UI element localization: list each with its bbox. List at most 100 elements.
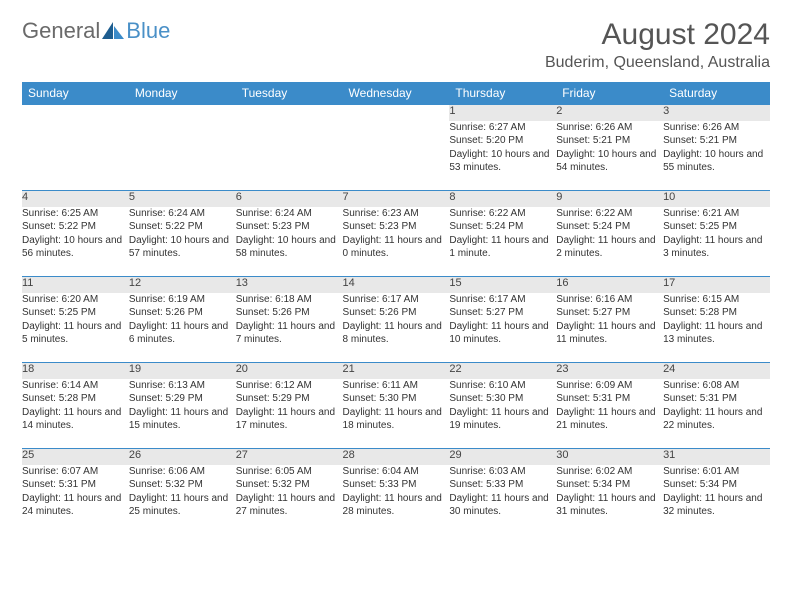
day-number-cell: 30 [556, 449, 663, 465]
day-number-row: 18192021222324 [22, 363, 770, 379]
day-number-cell [236, 105, 343, 121]
daylight-text: Daylight: 10 hours and 53 minutes. [449, 148, 556, 175]
sunrise-text: Sunrise: 6:22 AM [556, 207, 663, 221]
day-number-cell: 13 [236, 277, 343, 293]
daylight-text: Daylight: 11 hours and 19 minutes. [449, 406, 556, 433]
daylight-text: Daylight: 11 hours and 8 minutes. [343, 320, 450, 347]
weekday-header: Sunday [22, 82, 129, 105]
weekday-header: Friday [556, 82, 663, 105]
calendar-table: Sunday Monday Tuesday Wednesday Thursday… [22, 82, 770, 535]
daylight-text: Daylight: 11 hours and 5 minutes. [22, 320, 129, 347]
sunrise-text: Sunrise: 6:03 AM [449, 465, 556, 479]
sunrise-text: Sunrise: 6:21 AM [663, 207, 770, 221]
day-number-cell: 29 [449, 449, 556, 465]
sunrise-text: Sunrise: 6:26 AM [556, 121, 663, 135]
daylight-text: Daylight: 11 hours and 18 minutes. [343, 406, 450, 433]
sunset-text: Sunset: 5:34 PM [556, 478, 663, 492]
daylight-text: Daylight: 11 hours and 22 minutes. [663, 406, 770, 433]
daylight-text: Daylight: 11 hours and 28 minutes. [343, 492, 450, 519]
logo-sail-icon [102, 22, 124, 40]
day-number-cell: 17 [663, 277, 770, 293]
day-content-cell: Sunrise: 6:27 AMSunset: 5:20 PMDaylight:… [449, 121, 556, 191]
day-content-cell: Sunrise: 6:22 AMSunset: 5:24 PMDaylight:… [449, 207, 556, 277]
sunrise-text: Sunrise: 6:23 AM [343, 207, 450, 221]
day-number-cell [129, 105, 236, 121]
day-content-cell: Sunrise: 6:26 AMSunset: 5:21 PMDaylight:… [663, 121, 770, 191]
sunrise-text: Sunrise: 6:15 AM [663, 293, 770, 307]
sunset-text: Sunset: 5:34 PM [663, 478, 770, 492]
day-content-cell: Sunrise: 6:10 AMSunset: 5:30 PMDaylight:… [449, 379, 556, 449]
sunrise-text: Sunrise: 6:26 AM [663, 121, 770, 135]
daylight-text: Daylight: 11 hours and 14 minutes. [22, 406, 129, 433]
daylight-text: Daylight: 10 hours and 56 minutes. [22, 234, 129, 261]
sunset-text: Sunset: 5:28 PM [22, 392, 129, 406]
day-content-cell: Sunrise: 6:21 AMSunset: 5:25 PMDaylight:… [663, 207, 770, 277]
header: General Blue August 2024 Buderim, Queens… [22, 18, 770, 72]
day-number-cell: 7 [343, 191, 450, 207]
day-number-cell: 6 [236, 191, 343, 207]
daylight-text: Daylight: 10 hours and 57 minutes. [129, 234, 236, 261]
sunrise-text: Sunrise: 6:27 AM [449, 121, 556, 135]
sunrise-text: Sunrise: 6:19 AM [129, 293, 236, 307]
sunset-text: Sunset: 5:25 PM [22, 306, 129, 320]
sunset-text: Sunset: 5:21 PM [556, 134, 663, 148]
day-content-row: Sunrise: 6:20 AMSunset: 5:25 PMDaylight:… [22, 293, 770, 363]
day-content-cell: Sunrise: 6:22 AMSunset: 5:24 PMDaylight:… [556, 207, 663, 277]
sunrise-text: Sunrise: 6:20 AM [22, 293, 129, 307]
sunset-text: Sunset: 5:26 PM [236, 306, 343, 320]
daylight-text: Daylight: 10 hours and 58 minutes. [236, 234, 343, 261]
sunrise-text: Sunrise: 6:18 AM [236, 293, 343, 307]
day-number-cell: 18 [22, 363, 129, 379]
day-content-cell: Sunrise: 6:26 AMSunset: 5:21 PMDaylight:… [556, 121, 663, 191]
sunset-text: Sunset: 5:32 PM [129, 478, 236, 492]
daylight-text: Daylight: 11 hours and 21 minutes. [556, 406, 663, 433]
day-number-cell: 1 [449, 105, 556, 121]
day-number-cell: 25 [22, 449, 129, 465]
day-content-cell: Sunrise: 6:25 AMSunset: 5:22 PMDaylight:… [22, 207, 129, 277]
sunset-text: Sunset: 5:33 PM [449, 478, 556, 492]
day-number-cell: 28 [343, 449, 450, 465]
daylight-text: Daylight: 11 hours and 24 minutes. [22, 492, 129, 519]
daylight-text: Daylight: 11 hours and 6 minutes. [129, 320, 236, 347]
sunrise-text: Sunrise: 6:08 AM [663, 379, 770, 393]
sunrise-text: Sunrise: 6:06 AM [129, 465, 236, 479]
sunset-text: Sunset: 5:29 PM [129, 392, 236, 406]
day-content-cell: Sunrise: 6:24 AMSunset: 5:22 PMDaylight:… [129, 207, 236, 277]
sunset-text: Sunset: 5:31 PM [663, 392, 770, 406]
day-number-cell [22, 105, 129, 121]
daylight-text: Daylight: 11 hours and 7 minutes. [236, 320, 343, 347]
day-content-cell: Sunrise: 6:11 AMSunset: 5:30 PMDaylight:… [343, 379, 450, 449]
day-content-cell: Sunrise: 6:08 AMSunset: 5:31 PMDaylight:… [663, 379, 770, 449]
sunset-text: Sunset: 5:26 PM [129, 306, 236, 320]
day-content-cell: Sunrise: 6:05 AMSunset: 5:32 PMDaylight:… [236, 465, 343, 535]
day-number-cell: 3 [663, 105, 770, 121]
sunset-text: Sunset: 5:22 PM [129, 220, 236, 234]
day-content-cell [343, 121, 450, 191]
day-number-cell: 23 [556, 363, 663, 379]
weekday-header-row: Sunday Monday Tuesday Wednesday Thursday… [22, 82, 770, 105]
day-content-cell: Sunrise: 6:19 AMSunset: 5:26 PMDaylight:… [129, 293, 236, 363]
day-content-row: Sunrise: 6:27 AMSunset: 5:20 PMDaylight:… [22, 121, 770, 191]
day-number-cell: 22 [449, 363, 556, 379]
daylight-text: Daylight: 10 hours and 54 minutes. [556, 148, 663, 175]
sunrise-text: Sunrise: 6:24 AM [129, 207, 236, 221]
day-content-cell: Sunrise: 6:20 AMSunset: 5:25 PMDaylight:… [22, 293, 129, 363]
day-number-cell: 9 [556, 191, 663, 207]
day-content-row: Sunrise: 6:14 AMSunset: 5:28 PMDaylight:… [22, 379, 770, 449]
sunset-text: Sunset: 5:28 PM [663, 306, 770, 320]
day-content-cell [22, 121, 129, 191]
day-number-cell: 20 [236, 363, 343, 379]
day-number-row: 123 [22, 105, 770, 121]
day-number-cell [343, 105, 450, 121]
sunrise-text: Sunrise: 6:10 AM [449, 379, 556, 393]
sunrise-text: Sunrise: 6:07 AM [22, 465, 129, 479]
day-number-cell: 2 [556, 105, 663, 121]
sunset-text: Sunset: 5:29 PM [236, 392, 343, 406]
sunset-text: Sunset: 5:33 PM [343, 478, 450, 492]
sunset-text: Sunset: 5:23 PM [236, 220, 343, 234]
daylight-text: Daylight: 11 hours and 1 minute. [449, 234, 556, 261]
sunrise-text: Sunrise: 6:09 AM [556, 379, 663, 393]
day-content-cell: Sunrise: 6:17 AMSunset: 5:26 PMDaylight:… [343, 293, 450, 363]
daylight-text: Daylight: 11 hours and 13 minutes. [663, 320, 770, 347]
day-number-cell: 5 [129, 191, 236, 207]
